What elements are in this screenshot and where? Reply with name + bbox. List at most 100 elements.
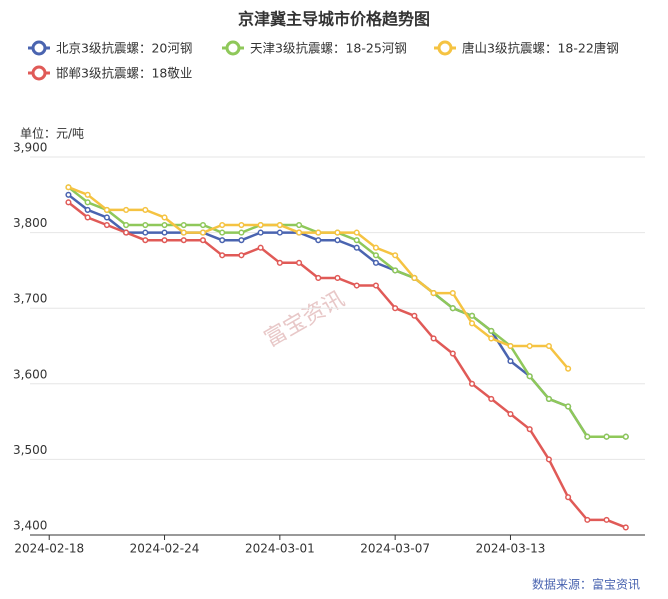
point xyxy=(84,191,91,198)
point xyxy=(353,282,360,289)
point xyxy=(257,244,264,251)
point xyxy=(353,244,360,251)
point xyxy=(526,373,533,380)
y-unit: 单位：元/吨 xyxy=(20,126,84,141)
point xyxy=(238,252,245,259)
point xyxy=(142,229,149,236)
point xyxy=(219,229,226,236)
point xyxy=(199,221,207,229)
point xyxy=(411,274,418,282)
point xyxy=(392,267,399,274)
point xyxy=(161,229,168,236)
point xyxy=(142,206,149,213)
point xyxy=(276,259,283,266)
point xyxy=(353,229,360,236)
point xyxy=(103,221,110,229)
point xyxy=(257,221,264,229)
point xyxy=(84,214,91,221)
point xyxy=(411,312,418,319)
point xyxy=(392,252,399,259)
point xyxy=(545,395,552,402)
point xyxy=(526,426,533,433)
series-line xyxy=(67,193,626,438)
point xyxy=(526,342,533,350)
point xyxy=(123,221,130,229)
series-line xyxy=(67,201,627,529)
source: 数据来源：富宝资讯 xyxy=(532,577,640,592)
y-tick-label: 3,600 xyxy=(13,367,47,381)
point xyxy=(488,327,495,334)
y-tick-label: 3,800 xyxy=(13,216,47,230)
point xyxy=(545,342,552,350)
point xyxy=(123,229,130,236)
point xyxy=(334,229,341,236)
point xyxy=(488,335,495,342)
point xyxy=(219,221,226,229)
x-tick-label: 2024-03-01 xyxy=(245,542,315,556)
point xyxy=(334,237,341,244)
point xyxy=(161,214,168,221)
x-tick-label: 2024-02-18 xyxy=(14,542,84,556)
point xyxy=(238,237,245,244)
point xyxy=(430,290,437,297)
point xyxy=(276,221,283,229)
y-tick-label: 3,700 xyxy=(13,292,47,306)
point xyxy=(449,305,456,312)
point xyxy=(584,433,591,440)
point xyxy=(468,320,476,327)
point xyxy=(296,259,303,266)
point xyxy=(372,252,379,259)
x-tick-label: 2024-02-24 xyxy=(130,542,200,556)
point xyxy=(142,237,149,244)
point xyxy=(565,365,572,372)
point xyxy=(334,274,341,282)
point xyxy=(65,191,72,198)
point xyxy=(468,380,476,387)
point xyxy=(315,229,322,236)
point xyxy=(449,290,456,297)
point xyxy=(65,199,72,206)
point xyxy=(161,221,168,229)
point xyxy=(84,199,91,206)
point xyxy=(315,274,322,282)
point xyxy=(430,335,437,342)
legend-marker xyxy=(31,40,47,56)
point xyxy=(180,237,187,244)
point xyxy=(603,516,610,523)
point xyxy=(180,229,187,236)
point xyxy=(161,237,168,244)
point xyxy=(507,342,514,350)
y-tick-label: 3,400 xyxy=(13,519,47,533)
point xyxy=(219,237,226,244)
point xyxy=(199,237,207,244)
legend-marker xyxy=(31,65,47,81)
point xyxy=(103,206,110,213)
point xyxy=(65,184,72,191)
point xyxy=(257,229,264,236)
point xyxy=(603,433,610,440)
point xyxy=(103,214,110,221)
point xyxy=(238,221,245,229)
point xyxy=(507,410,514,418)
point xyxy=(372,259,379,266)
point xyxy=(507,358,514,365)
point xyxy=(276,229,283,236)
point xyxy=(488,395,495,402)
point xyxy=(622,524,629,531)
point xyxy=(545,456,552,463)
point xyxy=(449,350,456,357)
point xyxy=(123,206,130,213)
point xyxy=(199,229,207,236)
point xyxy=(622,433,629,440)
legend-marker xyxy=(225,40,241,56)
point xyxy=(296,229,303,236)
point xyxy=(468,312,476,319)
point xyxy=(565,403,572,410)
watermark: 富宝资讯 xyxy=(260,287,349,353)
point xyxy=(180,221,187,229)
y-tick-label: 3,900 xyxy=(13,141,47,155)
legend-label: 邯郸3级抗震螺：18敬业 xyxy=(56,66,192,81)
point xyxy=(296,221,303,229)
point xyxy=(142,221,149,229)
